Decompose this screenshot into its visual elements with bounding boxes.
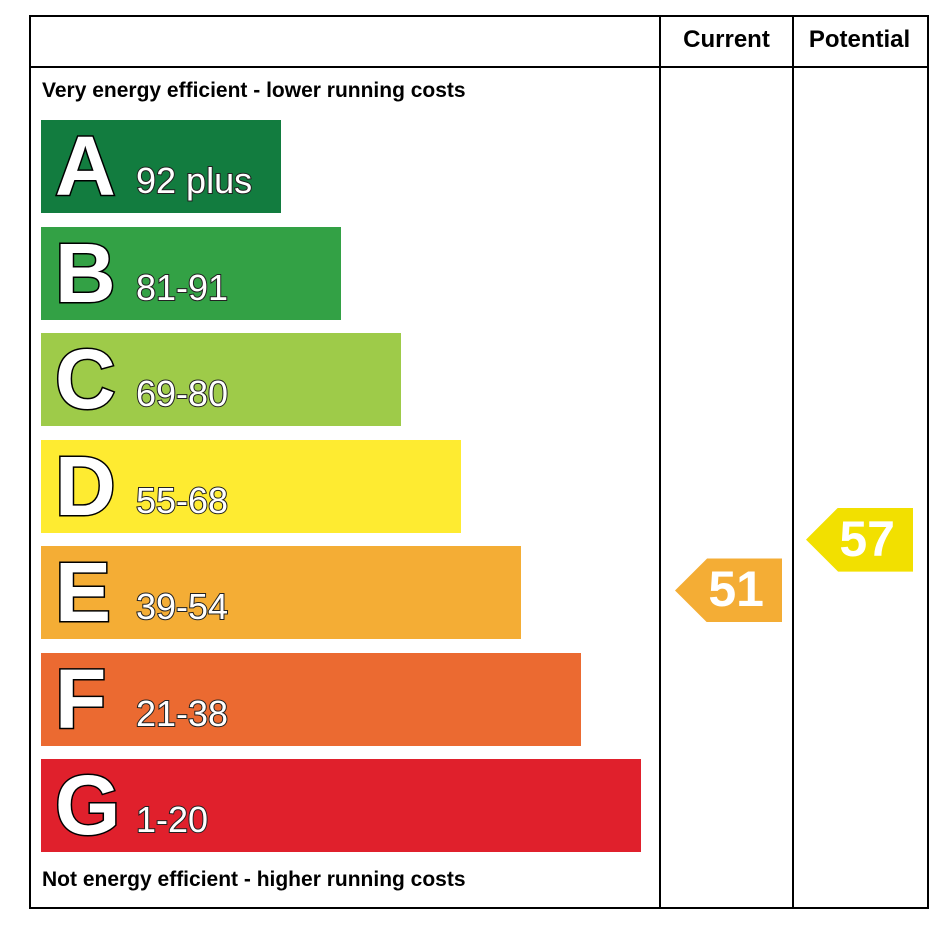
band-range: 21-38 (135, 692, 229, 734)
band-d: D 55-68 (41, 438, 461, 533)
band-e: E 39-54 (41, 546, 521, 639)
band-letter: D (54, 438, 118, 533)
band-range: 1-20 (135, 799, 209, 840)
band-range: 92 plus (135, 160, 253, 201)
band-letter: G (53, 758, 121, 852)
band-a: A 92 plus (41, 120, 281, 213)
band-range: 69-80 (135, 373, 229, 414)
band-g: G 1-20 (41, 759, 641, 852)
band-c: C 69-80 (41, 333, 401, 426)
band-range: 81-91 (135, 266, 229, 308)
band-letter: A (54, 119, 118, 213)
band-letter: F (53, 651, 107, 746)
band-letter: E (53, 545, 112, 639)
column-divider (792, 15, 794, 907)
chart-frame (29, 15, 929, 909)
band-b: B 81-91 (41, 225, 341, 320)
potential-header: Potential (808, 26, 911, 53)
band-range: 55-68 (135, 479, 229, 521)
bottom-note: Not energy efficient - higher running co… (42, 868, 466, 891)
header-divider (29, 66, 927, 68)
band-range: 39-54 (135, 586, 229, 627)
band-letter: C (54, 332, 118, 426)
current-rating-value: 51 (708, 561, 764, 618)
band-letter: B (54, 225, 118, 320)
current-header: Current (683, 26, 770, 53)
potential-rating-value: 57 (839, 510, 895, 567)
column-divider (659, 15, 661, 907)
top-note: Very energy efficient - lower running co… (42, 79, 466, 102)
band-f: F 21-38 (41, 651, 581, 746)
